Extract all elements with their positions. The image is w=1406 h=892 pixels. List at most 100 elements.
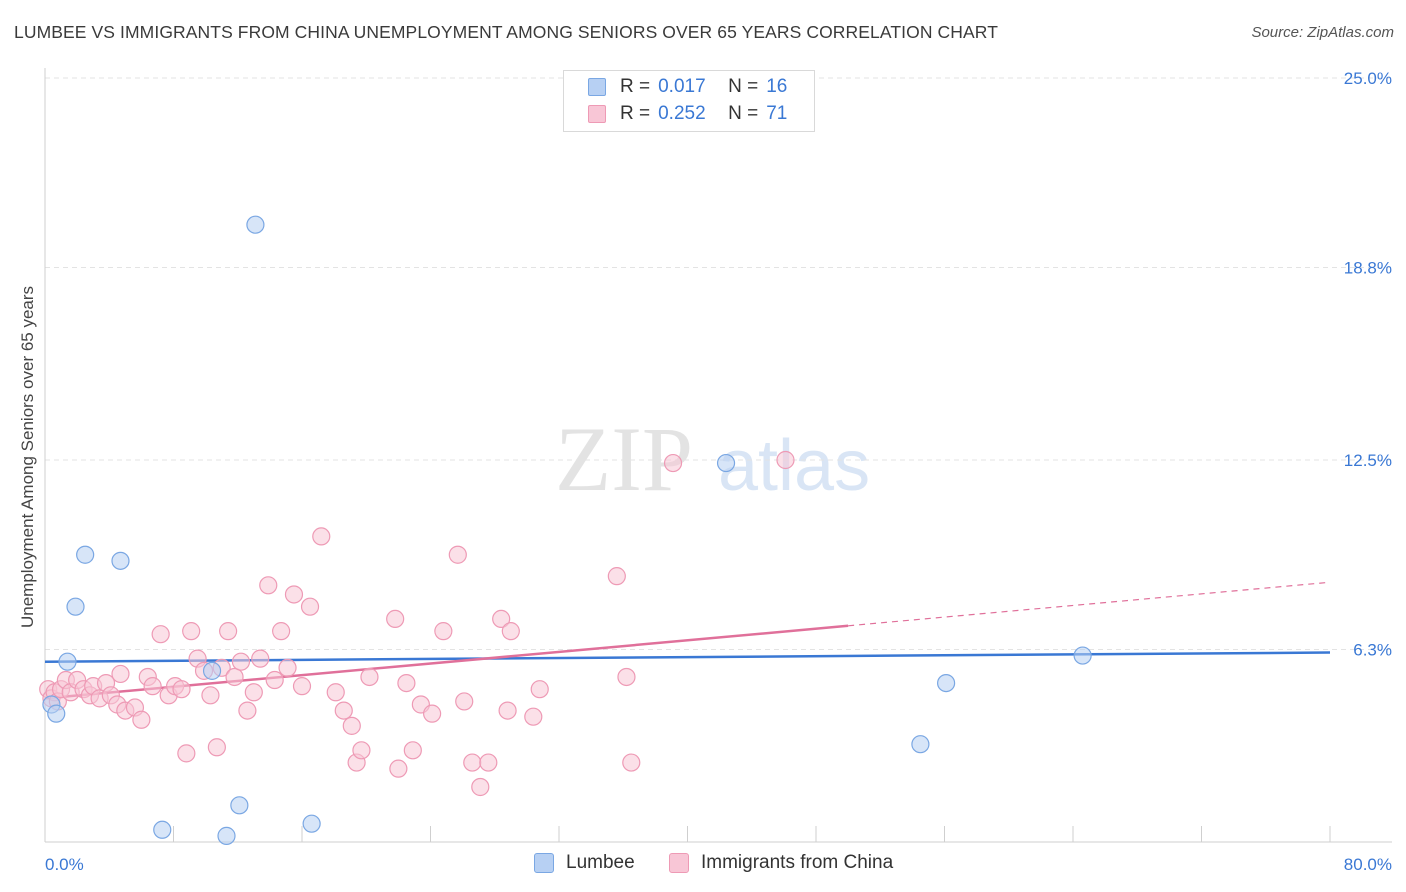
data-points: [39, 215, 1092, 845]
china-swatch: [588, 105, 606, 123]
china-point: [617, 667, 636, 687]
china-point: [471, 777, 490, 797]
china-point: [244, 683, 263, 702]
legend-item-china: Immigrants from China: [669, 852, 893, 874]
china-point: [132, 710, 151, 729]
china-point: [272, 622, 291, 641]
lumbee-point: [302, 814, 321, 833]
tick-labels: 6.3% 12.5% 18.8% 25.0% 0.0% 80.0%: [45, 69, 1392, 874]
n-value: 16: [766, 76, 788, 97]
x-tick-label: 0.0%: [45, 855, 84, 874]
lumbee-point: [716, 453, 736, 473]
lumbee-point: [937, 673, 956, 693]
y-tick-label: 25.0%: [1344, 69, 1392, 88]
china-point: [448, 545, 467, 564]
legend-row-china: R = 0.252 N = 71: [588, 103, 787, 125]
grid-lines: [45, 77, 1392, 650]
china-trend-extension: [848, 581, 1331, 627]
china-point: [312, 527, 331, 546]
china-point: [463, 753, 482, 772]
china-point: [663, 453, 683, 473]
lumbee-point: [202, 661, 222, 680]
china-point: [334, 701, 353, 720]
china-point: [776, 450, 795, 470]
china-point: [389, 759, 408, 778]
china-point: [201, 686, 220, 705]
china-point: [622, 753, 641, 772]
china-point: [501, 622, 520, 641]
y-tick-label: 6.3%: [1353, 640, 1392, 659]
lumbee-point: [217, 826, 236, 845]
china-point: [219, 622, 238, 641]
china-point: [111, 664, 130, 684]
lumbee-point: [1073, 646, 1092, 665]
legend-label-china: Immigrants from China: [701, 852, 894, 873]
watermark-atlas: atlas: [718, 426, 870, 506]
china-point: [238, 701, 257, 720]
china-point: [172, 680, 191, 699]
legend-item-lumbee: Lumbee: [534, 852, 635, 874]
n-label: N =: [728, 76, 759, 97]
y-axis-label: Unemployment Among Seniors over 65 years: [18, 286, 37, 628]
n-value: 71: [766, 103, 788, 124]
lumbee-point: [76, 545, 95, 564]
china-point: [479, 753, 498, 772]
series-legend: Lumbee Immigrants from China: [0, 852, 1406, 876]
lumbee-point: [911, 735, 930, 754]
china-point: [342, 716, 361, 735]
n-label: N =: [728, 103, 759, 124]
lumbee-point: [153, 820, 172, 839]
china-point: [231, 652, 251, 671]
r-label: R =: [620, 103, 651, 124]
lumbee-point: [230, 796, 249, 815]
watermark: ZIP atlas: [555, 408, 870, 510]
lumbee-point: [47, 704, 66, 723]
r-value: 0.252: [658, 103, 706, 124]
china-point: [386, 609, 405, 629]
correlation-legend: R = 0.017 N = 16 R = 0.252 N = 71: [563, 70, 815, 132]
y-tick-label: 12.5%: [1344, 451, 1392, 470]
lumbee-swatch: [534, 853, 554, 873]
lumbee-point: [246, 215, 265, 234]
china-point: [326, 683, 345, 702]
china-point: [360, 667, 379, 687]
china-point: [434, 622, 453, 641]
y-tick-label: 18.8%: [1344, 258, 1392, 277]
r-value: 0.017: [658, 76, 706, 97]
china-point: [423, 704, 442, 723]
china-swatch: [669, 853, 689, 873]
axes: [44, 68, 1392, 843]
china-point: [207, 738, 226, 757]
china-point: [492, 609, 511, 629]
r-label: R =: [620, 76, 651, 97]
china-point: [182, 622, 201, 641]
china-point: [259, 576, 278, 595]
china-point: [143, 677, 162, 696]
lumbee-point: [66, 597, 85, 616]
china-point: [300, 597, 320, 616]
china-point: [265, 670, 284, 690]
china-point: [455, 692, 474, 711]
china-point: [403, 741, 422, 760]
china-point: [177, 744, 196, 763]
china-point: [607, 567, 626, 586]
china-point: [397, 673, 416, 693]
lumbee-point: [111, 551, 130, 570]
legend-row-lumbee: R = 0.017 N = 16: [588, 76, 787, 98]
china-point: [278, 658, 297, 677]
china-point: [498, 701, 517, 720]
lumbee-point: [58, 652, 77, 671]
china-point: [292, 677, 312, 696]
legend-label-lumbee: Lumbee: [566, 852, 635, 873]
chart-title: LUMBEE VS IMMIGRANTS FROM CHINA UNEMPLOY…: [14, 22, 998, 42]
china-point: [524, 707, 543, 726]
china-point: [284, 585, 304, 604]
china-point: [151, 625, 170, 644]
x-tick-label: 80.0%: [1344, 855, 1392, 874]
china-point: [251, 649, 270, 668]
lumbee-swatch: [588, 78, 606, 96]
china-point: [530, 680, 549, 699]
china-point: [225, 667, 244, 687]
china-point: [352, 741, 371, 760]
